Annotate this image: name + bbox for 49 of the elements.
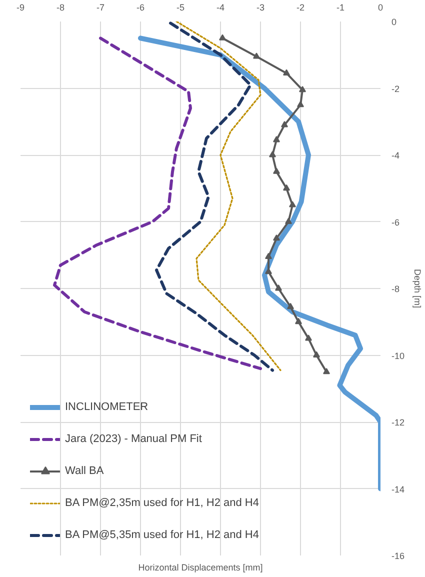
y-tick-label: 0 [392,17,397,27]
x-tick-label: -9 [16,2,25,12]
point [273,136,280,142]
y-tick-label: -6 [392,217,400,228]
x-tick-label: -7 [96,2,105,12]
x-tick-label: -6 [136,2,145,12]
y-tick-label: -14 [392,484,405,494]
x-tick-label: -3 [256,2,265,12]
point [265,252,272,260]
point [287,302,294,310]
x-axis-title: Horizontal Displacements [mm] [138,562,263,572]
point [281,121,288,128]
point [283,184,290,191]
x-tick-label: -5 [176,2,185,12]
legend-label: INCLINOMETER [65,401,148,413]
line-series [53,36,262,370]
y-tick-label: -8 [392,284,400,294]
x-tick-label: -8 [56,2,65,12]
y-tick-label: -2 [392,84,400,94]
point [253,52,260,59]
point [285,218,292,224]
legend-label: BA PM@2,35m used for H1, H2 and H4 [65,497,259,509]
y-tick-label: -12 [392,418,405,428]
line-series [176,22,282,372]
line-series [155,22,274,372]
point [305,334,312,341]
legend-label: BA PM@5,35m used for H1, H2 and H4 [65,529,259,541]
x-tick-label: -2 [296,2,305,12]
point [273,168,280,174]
y-axis-title: Depth [m] [412,268,423,308]
point [295,318,302,324]
point [269,151,276,158]
legend-label: Jara (2023) - Manual PM Fit [65,433,202,445]
y-tick-label: -16 [392,551,405,561]
y-tick-label: -10 [392,350,405,361]
point [323,368,330,374]
point [275,284,282,291]
y-tick-label: -4 [392,150,400,160]
x-tick-label: -4 [216,2,225,12]
point [299,86,306,92]
legend-label: Wall BA [65,465,104,477]
x-tick-label: 0 [378,2,384,12]
x-tick-label: -1 [336,2,345,12]
point [219,34,226,40]
point [283,69,290,76]
point [297,100,304,108]
point [273,234,280,241]
point [289,201,296,208]
point [313,351,320,358]
